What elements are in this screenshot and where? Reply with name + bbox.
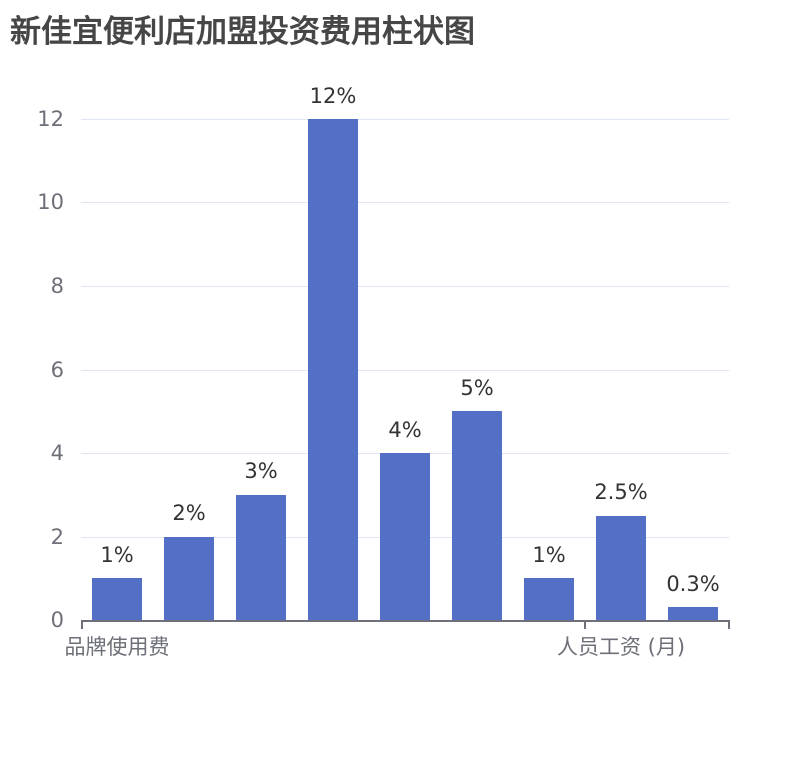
bar[interactable] (164, 537, 214, 620)
bar-value-label: 3% (244, 459, 278, 483)
bar[interactable] (452, 411, 502, 620)
gridline-8 (81, 286, 729, 287)
x-axis-tick (728, 620, 730, 629)
bar-value-label: 2.5% (594, 480, 648, 504)
bar-value-label: 12% (309, 84, 357, 108)
x-axis-label: 人员工资 (月) (556, 635, 686, 659)
bar[interactable] (92, 578, 142, 620)
gridline-6 (81, 370, 729, 371)
bar-value-label: 1% (100, 543, 134, 567)
bar[interactable] (236, 495, 286, 620)
bar-value-label: 1% (532, 543, 566, 567)
y-tick-label: 4 (50, 441, 64, 465)
bar[interactable] (380, 453, 430, 620)
y-tick-label: 0 (50, 608, 64, 632)
gridline-10 (81, 202, 729, 203)
bar[interactable] (308, 119, 358, 620)
x-axis-tick (81, 620, 83, 629)
bar[interactable] (668, 607, 718, 620)
x-axis-tick (584, 620, 586, 629)
bar-value-label: 5% (460, 376, 494, 400)
y-tick-label: 12 (37, 107, 64, 131)
chart-title: 新佳宜便利店加盟投资费用柱状图 (10, 14, 475, 50)
bar-value-label: 0.3% (666, 572, 720, 596)
y-tick-label: 10 (37, 190, 64, 214)
bar-value-label: 2% (172, 501, 206, 525)
gridline-12 (81, 119, 729, 120)
bar-value-label: 4% (388, 418, 422, 442)
y-tick-label: 2 (50, 525, 64, 549)
bar[interactable] (596, 516, 646, 620)
x-axis-label: 品牌使用费 (64, 635, 170, 659)
bar[interactable] (524, 578, 574, 620)
y-tick-label: 6 (50, 358, 64, 382)
y-tick-label: 8 (50, 274, 64, 298)
x-axis-line (81, 620, 729, 622)
